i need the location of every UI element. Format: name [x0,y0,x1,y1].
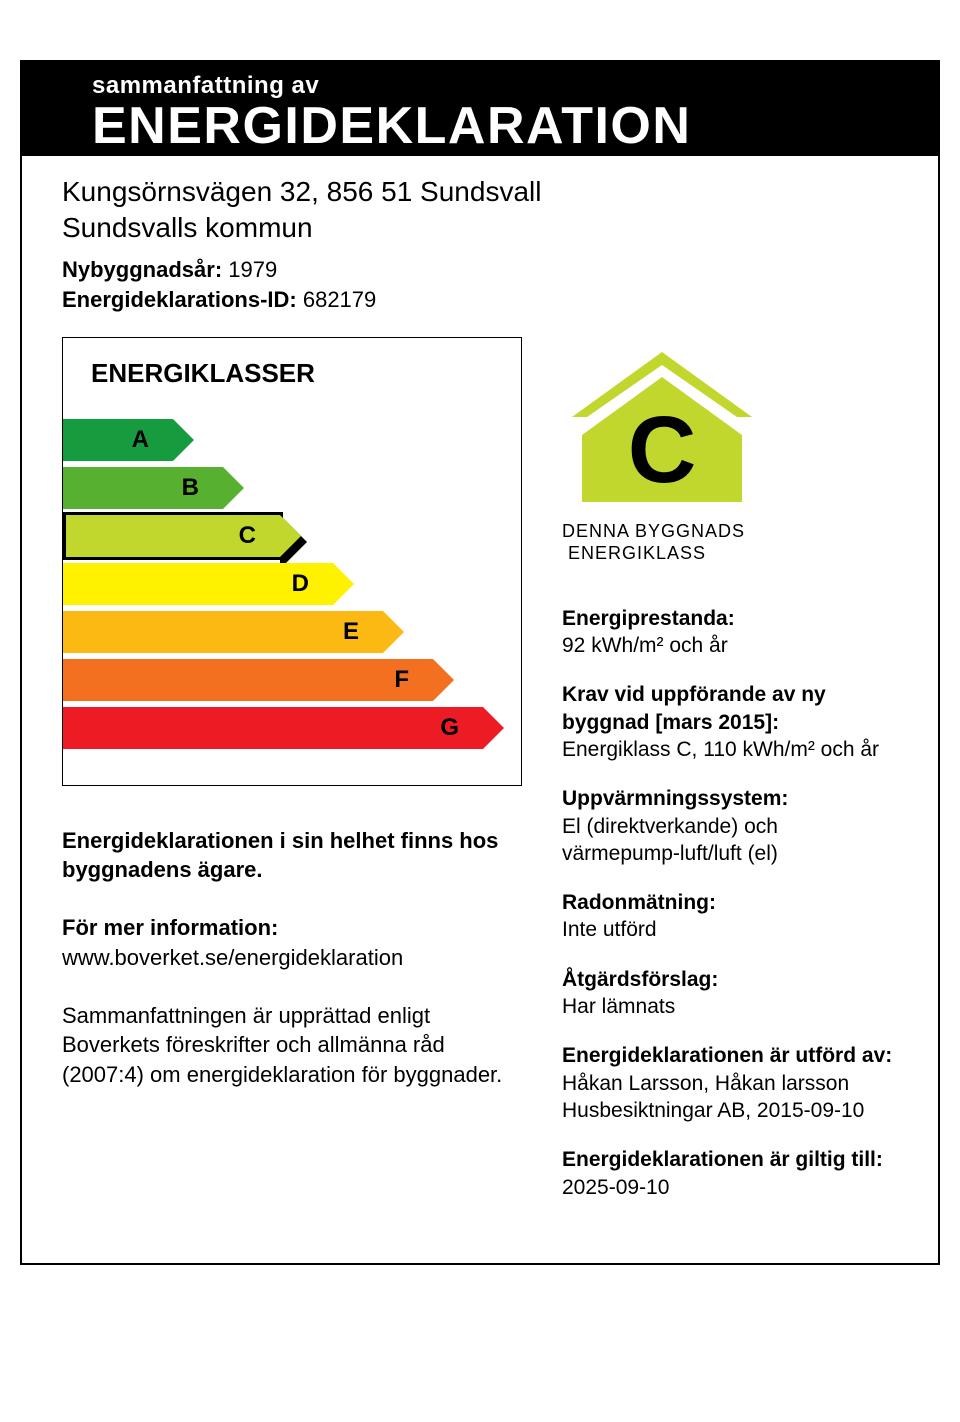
perf-block: Energiprestanda: 92 kWh/m² och år [562,605,898,660]
arrows-chart: ABCDEFG [63,419,501,749]
owner-text: Energideklarationen i sin helhet finns h… [62,826,522,885]
perf-label: Energiprestanda: [562,605,898,632]
energy-arrow-f: F [63,659,433,701]
heat-value: El (direktverkande) och värmepump-luft/l… [562,815,778,865]
build-year-label: Nybyggnadsår: [62,257,222,282]
arrow-row-a: A [63,419,501,461]
valid-value: 2025-09-10 [562,1176,669,1199]
address-block: Kungsörnsvägen 32, 856 51 Sundsvall Sund… [22,156,938,337]
build-year-value: 1979 [228,257,277,282]
energy-arrow-b: B [63,467,223,509]
right-column: C DENNA BYGGNADS ENERGIKLASS Energiprest… [562,337,898,1223]
req-value: Energiklass C, 110 kWh/m² och år [562,738,879,761]
decl-id-value: 682179 [303,287,376,312]
energy-arrow-c: C [63,512,283,560]
owner-text-content: Energideklarationen i sin helhet finns h… [62,828,498,883]
content-columns: ENERGIKLASSER ABCDEFG Energideklaratione… [22,337,938,1263]
action-block: Åtgärdsförslag: Har lämnats [562,966,898,1021]
more-info-label: För mer information: [62,915,278,940]
energy-arrow-g: G [63,707,483,749]
heat-label: Uppvärmningssystem: [562,785,898,812]
arrow-row-e: E [63,611,501,653]
house-label-line1: DENNA BYGGNADS [562,521,745,541]
house-icon: C [562,347,898,512]
valid-block: Energideklarationen är giltig till: 2025… [562,1146,898,1201]
left-column: ENERGIKLASSER ABCDEFG Energideklaratione… [62,337,522,1223]
radon-block: Radonmätning: Inte utförd [562,889,898,944]
header-title: ENERGIDEKLARATION [92,100,918,152]
decl-id-label: Energideklarations-ID: [62,287,297,312]
action-value: Har lämnats [562,995,675,1018]
radon-label: Radonmätning: [562,889,898,916]
house-label-line2: ENERGIKLASS [568,543,706,563]
house-letter: C [628,397,697,503]
more-info-block: För mer information: www.boverket.se/ene… [62,913,522,972]
decl-id-line: Energideklarations-ID: 682179 [62,287,898,313]
page-container: sammanfattning av ENERGIDEKLARATION Kung… [20,60,940,1265]
by-block: Energideklarationen är utförd av: Håkan … [562,1042,898,1124]
header-bar: sammanfattning av ENERGIDEKLARATION [22,62,938,156]
class-box-title: ENERGIKLASSER [91,358,501,389]
summary-text: Sammanfattningen är upprättad enligt Bov… [62,1001,522,1090]
by-value: Håkan Larsson, Håkan larsson Husbesiktni… [562,1072,864,1122]
address-line2: Sundsvalls kommun [62,210,898,246]
arrow-row-b: B [63,467,501,509]
build-year-line: Nybyggnadsår: 1979 [62,257,898,283]
radon-value: Inte utförd [562,918,657,941]
heat-block: Uppvärmningssystem: El (direktverkande) … [562,785,898,867]
energy-arrow-d: D [63,563,333,605]
valid-label: Energideklarationen är giltig till: [562,1146,898,1173]
req-block: Krav vid uppförande av ny byggnad [mars … [562,681,898,763]
arrow-row-d: D [63,563,501,605]
arrow-row-g: G [63,707,501,749]
perf-value: 92 kWh/m² och år [562,634,728,657]
arrow-row-c: C [63,515,501,557]
more-info-url: www.boverket.se/energideklaration [62,945,403,970]
by-label: Energideklarationen är utförd av: [562,1042,898,1069]
req-label: Krav vid uppförande av ny byggnad [mars … [562,681,898,736]
address-line1: Kungsörnsvägen 32, 856 51 Sundsvall [62,174,898,210]
left-text-block: Energideklarationen i sin helhet finns h… [62,826,522,1090]
action-label: Åtgärdsförslag: [562,966,898,993]
house-label: DENNA BYGGNADS ENERGIKLASS [562,520,898,565]
energy-arrow-e: E [63,611,383,653]
energy-class-box: ENERGIKLASSER ABCDEFG [62,337,522,786]
arrow-row-f: F [63,659,501,701]
header-subtitle: sammanfattning av [92,72,918,100]
energy-arrow-a: A [63,419,173,461]
